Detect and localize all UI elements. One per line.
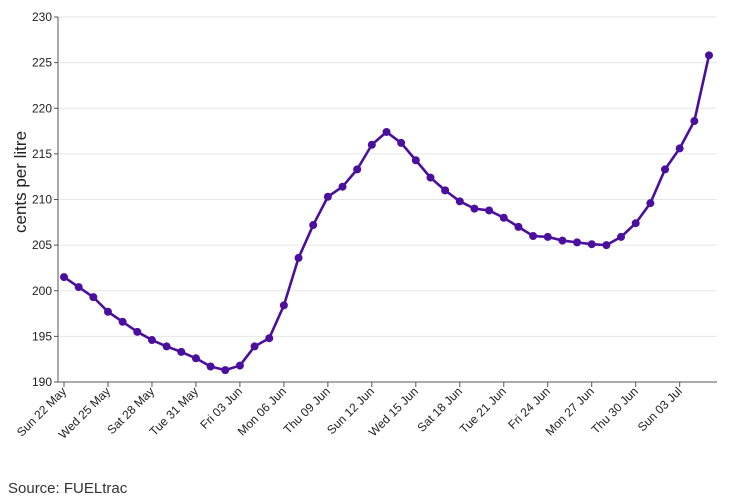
data-point bbox=[279, 301, 288, 310]
data-point bbox=[250, 342, 259, 351]
data-point bbox=[191, 354, 200, 363]
source-note: Source: FUELtrac bbox=[8, 480, 128, 497]
data-point bbox=[441, 186, 450, 195]
data-point bbox=[206, 362, 215, 371]
y-tick-label: 195 bbox=[32, 329, 52, 343]
data-point bbox=[646, 199, 655, 208]
x-tick-label: Sun 03 Jul bbox=[635, 384, 685, 434]
data-point bbox=[587, 240, 596, 249]
data-point bbox=[133, 327, 142, 336]
data-point bbox=[514, 222, 523, 231]
data-point bbox=[573, 238, 582, 247]
y-tick-label: 220 bbox=[32, 101, 52, 115]
x-tick-label: Thu 30 Jun bbox=[588, 384, 640, 436]
data-point bbox=[529, 232, 538, 240]
y-tick-label: 200 bbox=[32, 284, 52, 298]
data-point bbox=[675, 144, 684, 153]
data-point bbox=[367, 140, 376, 149]
data-point bbox=[690, 117, 699, 126]
y-axis-title: cents per litre bbox=[11, 131, 30, 233]
data-point bbox=[558, 236, 567, 245]
data-point bbox=[382, 127, 391, 136]
data-point bbox=[543, 232, 552, 241]
data-point bbox=[147, 336, 156, 345]
data-point bbox=[353, 165, 362, 174]
data-point bbox=[60, 273, 68, 282]
y-axis-ticks: 190 195 200 205 210 215 220 225 230 bbox=[32, 10, 58, 389]
y-tick-label: 210 bbox=[32, 193, 52, 207]
series-path bbox=[62, 54, 711, 372]
series-markers bbox=[60, 51, 713, 375]
data-point bbox=[411, 156, 420, 165]
data-point bbox=[661, 165, 670, 174]
y-tick-label: 230 bbox=[32, 10, 52, 24]
data-point bbox=[617, 232, 626, 241]
data-point bbox=[89, 293, 98, 302]
data-point bbox=[499, 213, 508, 222]
data-point bbox=[235, 361, 244, 370]
data-point bbox=[118, 317, 127, 326]
data-point bbox=[162, 342, 171, 351]
y-tick-label: 215 bbox=[32, 147, 52, 161]
data-point bbox=[177, 347, 186, 356]
y-tick-label: 205 bbox=[32, 238, 52, 252]
data-point bbox=[103, 307, 112, 316]
data-point bbox=[265, 334, 274, 343]
data-point bbox=[631, 219, 640, 228]
data-point bbox=[309, 221, 318, 230]
data-point bbox=[470, 204, 479, 213]
data-point bbox=[485, 206, 494, 215]
data-point bbox=[323, 192, 332, 201]
data-point bbox=[74, 283, 83, 292]
data-point bbox=[294, 253, 303, 262]
gridlines bbox=[58, 16, 717, 337]
x-tick-label: Tue 21 Jun bbox=[457, 384, 509, 436]
data-point bbox=[426, 173, 435, 182]
data-point bbox=[221, 366, 230, 375]
y-tick-label: 190 bbox=[32, 375, 52, 389]
y-tick-label: 225 bbox=[32, 56, 52, 70]
data-point bbox=[602, 241, 611, 250]
series-line bbox=[62, 54, 711, 372]
data-point bbox=[397, 138, 406, 147]
data-point bbox=[338, 182, 347, 191]
data-point bbox=[705, 51, 713, 60]
data-point bbox=[455, 197, 464, 206]
